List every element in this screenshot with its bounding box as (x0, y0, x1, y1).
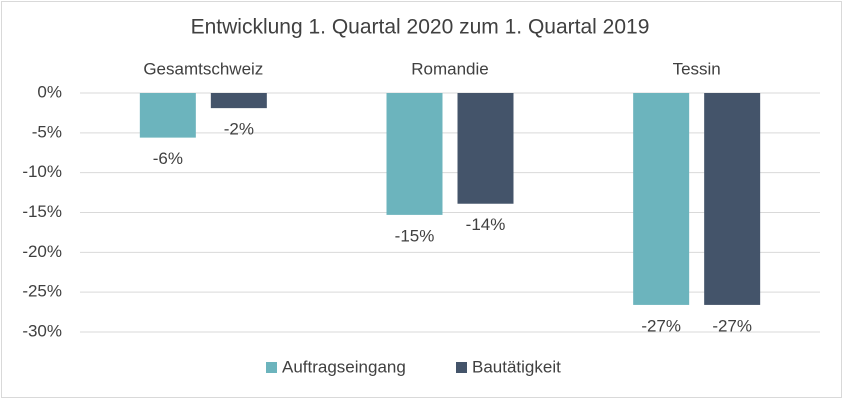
category-label: Gesamtschweiz (143, 59, 263, 78)
legend-swatch (456, 362, 467, 373)
y-tick-label: -20% (22, 242, 62, 261)
y-tick-label: -10% (22, 162, 62, 181)
y-tick-label: -30% (22, 321, 62, 340)
chart-title: Entwicklung 1. Quartal 2020 zum 1. Quart… (191, 16, 650, 39)
legend-label: Bautätigkeit (472, 357, 561, 376)
category-label: Tessin (673, 59, 721, 78)
data-label: -14% (466, 215, 506, 234)
y-tick-label: 0% (37, 82, 62, 101)
bar (139, 93, 196, 138)
bar (386, 93, 443, 215)
data-label: -15% (395, 226, 435, 245)
data-label: -6% (153, 149, 183, 168)
bar (457, 93, 514, 204)
y-tick-label: -5% (32, 122, 62, 141)
data-label: -27% (641, 316, 681, 335)
y-tick-label: -25% (22, 282, 62, 301)
legend-swatch (266, 362, 277, 373)
bar (633, 93, 690, 305)
bar (704, 93, 761, 305)
category-label: Romandie (411, 59, 489, 78)
y-tick-label: -15% (22, 202, 62, 221)
data-label: -2% (224, 120, 254, 139)
legend-label: Auftragseingang (282, 357, 406, 376)
data-label: -27% (712, 316, 752, 335)
bar (210, 93, 267, 109)
